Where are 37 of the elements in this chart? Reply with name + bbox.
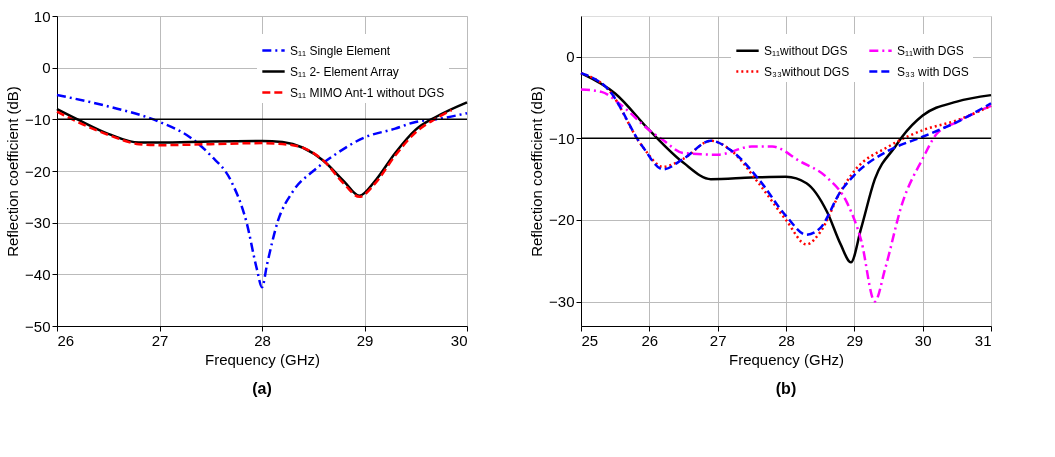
legend-label: S₃₃without DGS xyxy=(764,64,850,79)
y-tick-label: −20 xyxy=(25,162,51,180)
x-tick-label: 27 xyxy=(709,331,727,349)
x-tick-label: 26 xyxy=(57,331,75,349)
y-tick-label: −30 xyxy=(549,293,575,311)
x-tick-label: 29 xyxy=(846,331,864,349)
y-axis-title: Reflection coefficient (dB) xyxy=(528,86,546,257)
x-tick-label: 29 xyxy=(356,331,374,349)
y-tick-label: −40 xyxy=(25,265,51,283)
text: (b) xyxy=(775,380,797,397)
y-tick-label: −30 xyxy=(25,214,51,232)
x-tick-label: 27 xyxy=(151,331,169,349)
legend-label: S₁₁with DGS xyxy=(897,43,964,58)
y-tick-label: −10 xyxy=(549,129,575,147)
line-series xyxy=(579,88,993,303)
x-tick-label: 28 xyxy=(778,331,795,349)
x-axis-title: Frequency (GHz) xyxy=(204,350,321,368)
legend-label: S₁₁ Single Element xyxy=(290,43,391,58)
legend-label: S₃₃ with DGS xyxy=(897,64,969,79)
x-tick-label: 30 xyxy=(914,331,932,349)
text: (a) xyxy=(252,380,272,397)
y-tick-label: −20 xyxy=(549,211,575,229)
x-tick-label: 30 xyxy=(450,331,468,349)
legend-label: S₁₁ MIMO Ant-1 without DGS xyxy=(290,85,445,100)
y-tick-label: 0 xyxy=(42,59,51,77)
legend-label: S₁₁ 2- Element Array xyxy=(290,64,399,79)
y-tick-label: −50 xyxy=(25,317,51,335)
y-tick-label: 10 xyxy=(33,7,51,25)
y-tick-label: 0 xyxy=(566,48,575,66)
x-tick-label: 25 xyxy=(581,331,599,349)
x-tick-label: 28 xyxy=(254,331,271,349)
y-tick-label: −10 xyxy=(25,110,51,128)
x-tick-label: 26 xyxy=(641,331,659,349)
x-axis-title: Frequency (GHz) xyxy=(728,350,845,368)
legend-label: S₁₁without DGS xyxy=(764,43,848,58)
y-axis-title: Reflection coefficient (dB) xyxy=(4,86,22,257)
x-tick-label: 31 xyxy=(974,331,992,349)
